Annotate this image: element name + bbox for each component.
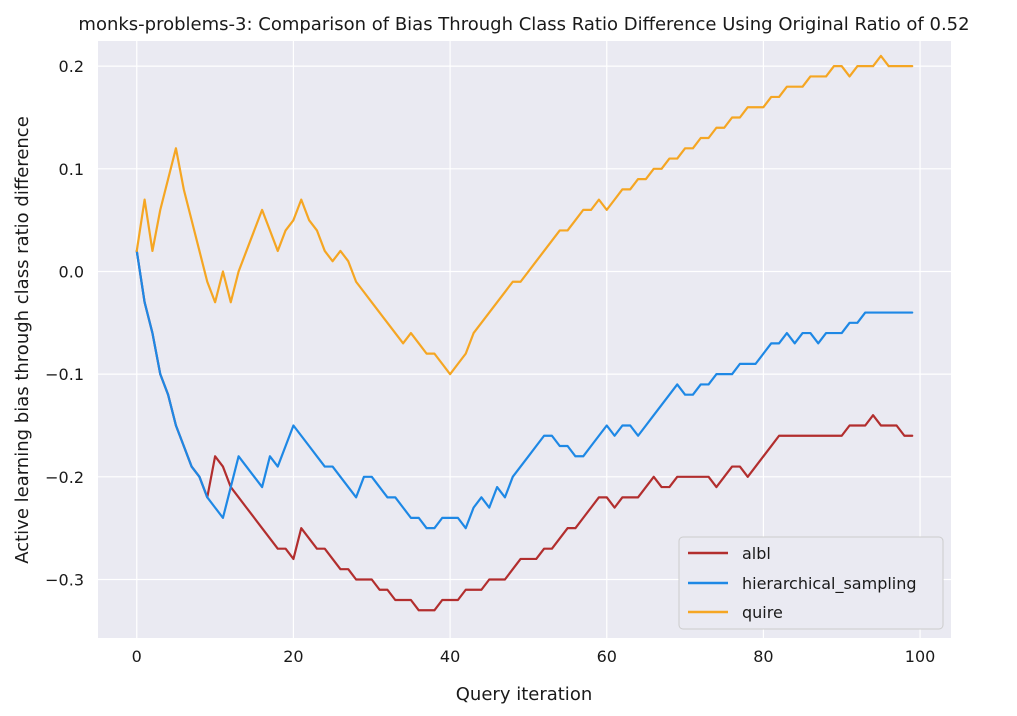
legend-box [678,536,944,630]
series-lines [135,54,914,612]
y-tick-label: −0.3 [45,570,84,589]
x-axis-label: Query iteration [456,684,592,705]
y-tick-label: 0.1 [59,160,84,179]
x-tick-label: 0 [132,647,142,666]
x-tick-label: 40 [440,647,460,666]
legend: albl hierarchical_sampling quire [678,536,944,630]
x-tick-label: 20 [283,647,303,666]
y-tick-labels: 0.2 0.1 0.0 −0.1 −0.2 −0.3 [45,57,84,589]
x-tick-label: 100 [905,647,936,666]
legend-label-hierarchical-sampling: hierarchical_sampling [742,574,917,594]
legend-label-quire: quire [742,603,783,622]
y-tick-label: −0.2 [45,468,84,487]
series-line-hierarchical-sampling [135,249,914,530]
series-line-albl [135,249,914,612]
y-tick-label: 0.2 [59,57,84,76]
x-tick-label: 60 [597,647,617,666]
y-tick-label: −0.1 [45,365,84,384]
y-tick-label: 0.0 [59,262,84,281]
grid [98,41,951,638]
y-axis-label: Active learning bias through class ratio… [12,116,33,564]
chart-title: monks-problems-3: Comparison of Bias Thr… [78,14,969,35]
series-line-quire [135,54,914,376]
x-tick-labels: 0 20 40 60 80 100 [132,647,936,666]
legend-label-albl: albl [742,544,771,563]
x-tick-label: 80 [753,647,773,666]
